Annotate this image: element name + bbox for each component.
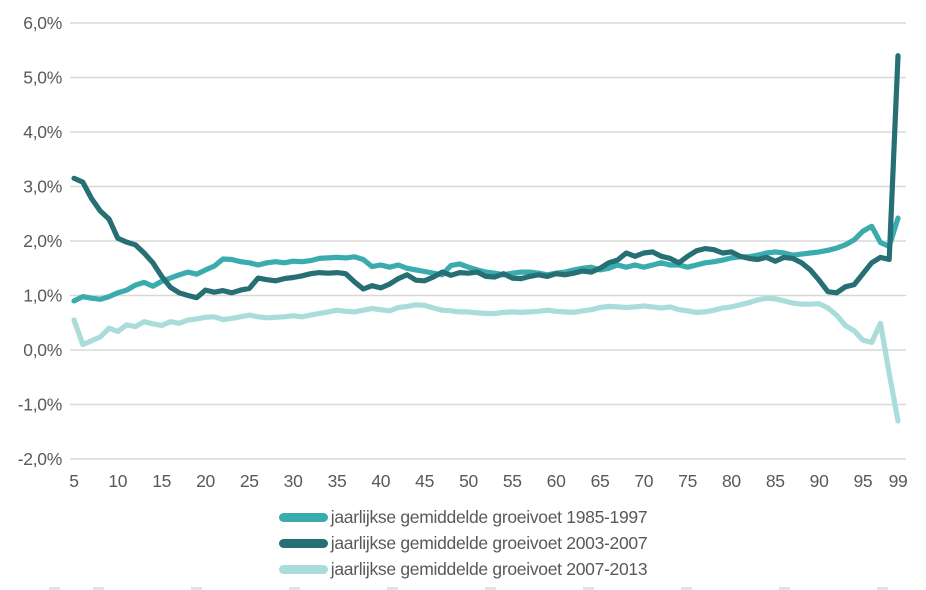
x-axis-tick-label: 30: [284, 471, 303, 491]
y-axis-tick-label: 0,0%: [23, 340, 62, 360]
legend-item-groeivoet-2007-2013: jaarlijkse gemiddelde groeivoet 2007-201…: [278, 556, 648, 582]
legend-item-groeivoet-2003-2007: jaarlijkse gemiddelde groeivoet 2003-200…: [278, 530, 648, 556]
series-line-groeivoet-1985-1997: [71, 215, 901, 304]
series-line-groeivoet-2003-2007: [71, 53, 901, 301]
legend-swatch-groeivoet-1985-1997: [278, 512, 328, 522]
legend-label: jaarlijkse gemiddelde groeivoet 1985-199…: [330, 507, 648, 527]
legend-label: jaarlijkse gemiddelde groeivoet 2003-200…: [330, 533, 648, 553]
y-axis-tick-label: 4,0%: [23, 122, 62, 142]
legend-label: jaarlijkse gemiddelde groeivoet 2007-201…: [330, 559, 648, 579]
legend-swatch-groeivoet-2007-2013: [278, 564, 328, 574]
legend-swatch-groeivoet-2003-2007: [278, 538, 328, 548]
y-axis-tick-label: 2,0%: [23, 231, 62, 251]
x-axis-tick-label: 60: [547, 471, 566, 491]
x-axis-tick-label: 75: [678, 471, 697, 491]
y-axis-tick-label: 5,0%: [23, 68, 62, 88]
legend-item-groeivoet-1985-1997: jaarlijkse gemiddelde groeivoet 1985-199…: [278, 504, 648, 530]
x-axis-tick-label: 20: [196, 471, 215, 491]
line-chart-canvas: 6,0% 5,0% 4,0% 3,0% 2,0% 1,0% 0,0% -1,0% -2,0% 5 1…: [18, 13, 908, 491]
x-axis-tick-label: 90: [810, 471, 829, 491]
y-axis-tick-label: -1,0%: [18, 395, 62, 415]
x-axis-tick-label: 50: [459, 471, 478, 491]
x-axis-tick-label: 15: [152, 471, 171, 491]
y-axis-tick-label: 6,0%: [23, 13, 62, 33]
bottom-dotted-divider: [0, 587, 926, 590]
x-axis-tick-label: 70: [634, 471, 653, 491]
x-axis-tick-label: 45: [415, 471, 434, 491]
y-axis-tick-label: 3,0%: [23, 177, 62, 197]
y-axis-tick-label: -2,0%: [18, 449, 62, 469]
x-axis-tick-label: 5: [69, 471, 78, 491]
x-axis-tick-label: 35: [328, 471, 347, 491]
legend: jaarlijkse gemiddelde groeivoet 1985-199…: [278, 504, 648, 582]
y-axis-tick-label: 1,0%: [23, 286, 62, 306]
x-axis-tick-label: 55: [503, 471, 522, 491]
x-axis-tick-label: 99: [889, 471, 908, 491]
x-axis-tick-label: 40: [371, 471, 390, 491]
x-axis-tick-label: 80: [722, 471, 741, 491]
series-line-groeivoet-2007-2013: [71, 295, 901, 424]
x-axis-tick-label: 85: [766, 471, 785, 491]
x-axis-tick-label: 10: [108, 471, 127, 491]
x-axis-tick-label: 25: [240, 471, 259, 491]
x-axis-tick-label: 65: [591, 471, 610, 491]
x-axis-tick-label: 95: [853, 471, 872, 491]
